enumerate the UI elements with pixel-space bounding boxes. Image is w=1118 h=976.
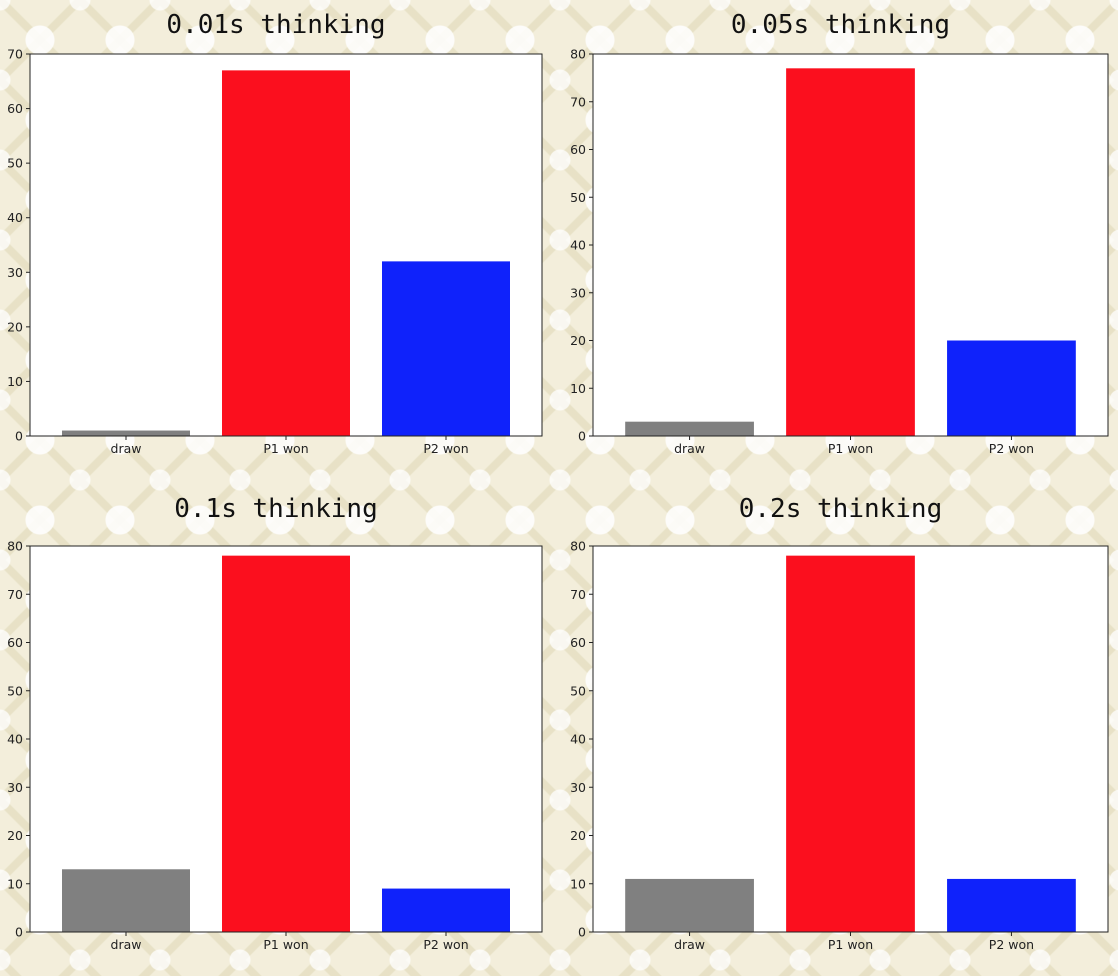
y-tick-label: 60 [7, 101, 23, 116]
y-tick-label: 60 [7, 635, 23, 650]
plot-frame [29, 545, 543, 933]
bar-p2-won [947, 878, 1076, 932]
bar-p1-won [786, 68, 915, 436]
bar-p2-won [947, 340, 1076, 436]
chart-panel-4: 0.2s thinking draw P1 won P2 won 0 10 20 30 40 5… [563, 488, 1118, 960]
bar-p1-won [222, 70, 350, 436]
y-tick-label: 20 [570, 828, 586, 843]
y-tick-label: 20 [7, 319, 23, 334]
x-tick-label: draw [111, 937, 142, 952]
y-tick-label: 70 [570, 587, 586, 602]
chart-panel-2: 0.05s thinking draw P1 won P2 won 0 10 20 30 40… [563, 0, 1118, 464]
y-tick-label: 80 [570, 539, 586, 554]
y-tick-label: 50 [570, 683, 586, 698]
x-tick-label: P1 won [828, 937, 873, 952]
y-tick-label: 50 [7, 156, 23, 171]
y-tick-label: 40 [7, 732, 23, 747]
bar-p2-won [382, 261, 510, 436]
x-tick-label: draw [111, 441, 142, 456]
y-tick-label: 20 [7, 828, 23, 843]
bar-draw [625, 421, 754, 436]
bar-p1-won [786, 555, 915, 932]
bar-chart: draw P1 won P2 won 0 10 20 30 40 50 60 70 80 [570, 539, 1109, 952]
bar-chart: draw P1 won P2 won 0 10 20 30 40 50 60 70 [7, 47, 543, 456]
y-tick-label: 60 [570, 142, 586, 157]
y-tick-label: 50 [570, 190, 586, 205]
x-tick-label: P2 won [423, 441, 468, 456]
y-tick-label: 0 [15, 925, 23, 940]
bar-draw [62, 430, 190, 436]
y-tick-label: 40 [7, 210, 23, 225]
x-tick-label: draw [674, 441, 705, 456]
plot-frame [592, 545, 1109, 933]
bar-chart: draw P1 won P2 won 0 10 20 30 40 50 60 70 80 [570, 47, 1109, 456]
y-tick-label: 70 [570, 94, 586, 109]
x-tick-label: P1 won [263, 441, 308, 456]
y-tick-label: 20 [570, 333, 586, 348]
bar-chart: draw P1 won P2 won 0 10 20 30 40 50 60 70 80 [7, 539, 543, 952]
plot-frame [29, 53, 543, 437]
chart-panel-1: 0.01s thinking draw P1 won P2 won 0 10 20 30 40… [0, 0, 552, 464]
y-tick-label: 40 [570, 238, 586, 253]
chart-title: 0.1s thinking [174, 494, 378, 524]
y-tick-label: 30 [7, 265, 23, 280]
y-tick-label: 10 [570, 381, 586, 396]
y-tick-label: 30 [570, 285, 586, 300]
chart-panel-3: 0.1s thinking draw P1 won P2 won 0 10 20 30 40 5… [0, 488, 552, 960]
x-tick-label: P1 won [828, 441, 873, 456]
plot-frame [592, 53, 1109, 437]
y-tick-label: 0 [578, 925, 586, 940]
chart-title: 0.05s thinking [730, 10, 951, 40]
y-tick-label: 80 [570, 47, 586, 62]
y-tick-label: 0 [15, 429, 23, 444]
y-tick-label: 30 [7, 780, 23, 795]
y-tick-label: 10 [570, 876, 586, 891]
x-tick-label: P1 won [263, 937, 308, 952]
y-tick-label: 10 [7, 374, 23, 389]
bar-draw [625, 878, 754, 932]
x-tick-label: draw [674, 937, 705, 952]
bar-draw [62, 869, 190, 932]
bar-p1-won [222, 555, 350, 932]
y-tick-label: 70 [7, 587, 23, 602]
y-tick-label: 30 [570, 780, 586, 795]
x-tick-label: P2 won [423, 937, 468, 952]
chart-title: 0.01s thinking [166, 10, 386, 40]
y-tick-label: 10 [7, 876, 23, 891]
bar-p2-won [382, 888, 510, 932]
x-tick-label: P2 won [989, 937, 1034, 952]
y-tick-label: 50 [7, 683, 23, 698]
x-tick-label: P2 won [989, 441, 1034, 456]
y-tick-label: 60 [570, 635, 586, 650]
y-tick-label: 80 [7, 539, 23, 554]
y-tick-label: 40 [570, 732, 586, 747]
y-tick-label: 70 [7, 47, 23, 62]
y-tick-label: 0 [578, 429, 586, 444]
chart-title: 0.2s thinking [738, 494, 943, 524]
